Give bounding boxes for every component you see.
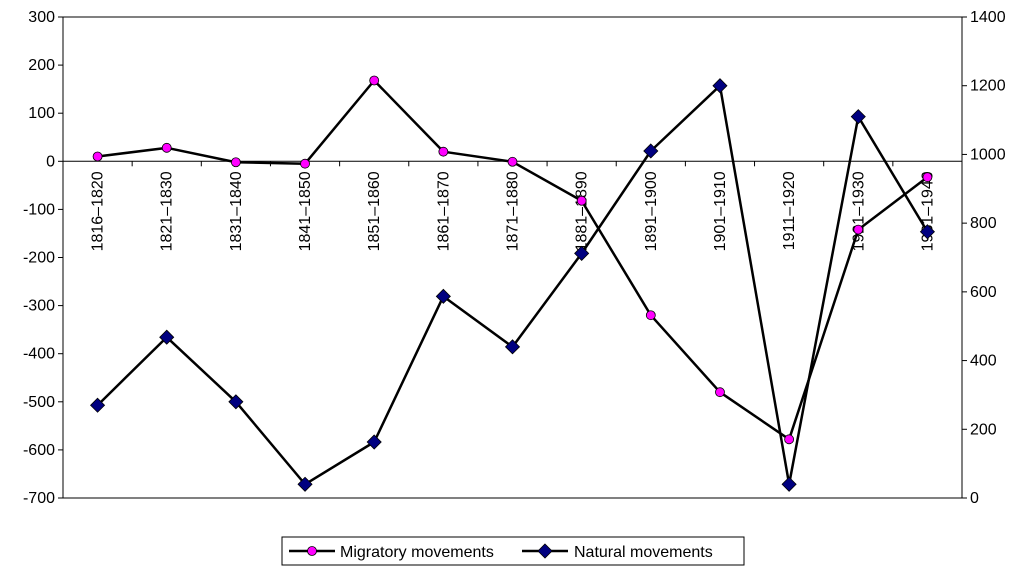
category-label: 1901–1910	[712, 171, 729, 251]
left-tick-label: 0	[46, 153, 55, 170]
legend-marker-natural	[537, 543, 553, 559]
data-point-migratory	[161, 142, 172, 153]
data-point-migratory	[300, 158, 310, 169]
data-point-natural	[643, 143, 659, 159]
legend: Migratory movements Natural movements	[281, 536, 745, 566]
right-tick-label: 600	[970, 284, 997, 301]
data-point-natural	[712, 78, 728, 94]
category-label: 1841–1850	[297, 171, 314, 251]
right-tick-label: 1000	[970, 146, 1006, 163]
category-label: 1851–1860	[366, 171, 383, 251]
data-point-natural	[90, 397, 106, 413]
data-point-migratory	[645, 310, 656, 321]
data-point-migratory	[715, 387, 725, 398]
right-axis-ticks: 1400 1200 1000 800 600 400 200 0	[962, 9, 1006, 507]
left-tick-label: -600	[23, 442, 55, 459]
category-label: 1861–1870	[435, 171, 452, 251]
category-label: 1831–1840	[228, 171, 245, 251]
category-labels: 1816–1820 1821–1830 1831–1840 1841–1850 1851…	[90, 171, 937, 251]
left-tick-label: -300	[23, 298, 55, 315]
data-point-natural	[159, 329, 175, 345]
left-tick-label: 300	[28, 9, 55, 26]
data-point-natural	[297, 476, 313, 492]
category-label: 1931–1940	[919, 171, 936, 251]
plot-area	[63, 17, 962, 498]
left-tick-label: -500	[23, 394, 55, 411]
data-point-natural	[574, 245, 590, 261]
data-point-migratory	[576, 195, 587, 206]
legend-marker-migratory	[307, 546, 317, 556]
data-point-natural	[435, 288, 451, 304]
data-point-migratory	[230, 157, 241, 168]
right-tick-label: 1400	[970, 9, 1006, 26]
right-tick-label: 800	[970, 215, 997, 232]
data-point-natural	[919, 224, 935, 240]
legend-label-migratory: Migratory movements	[340, 544, 494, 561]
left-tick-label: 200	[28, 57, 55, 74]
legend-box	[281, 536, 745, 566]
right-tick-label: 1200	[970, 78, 1006, 95]
right-tick-label: 200	[970, 421, 997, 438]
data-point-migratory	[92, 151, 103, 162]
legend-label-natural: Natural movements	[574, 544, 713, 561]
data-point-migratory	[507, 156, 518, 167]
left-axis-ticks: 300 200 100 0 -100 -200 -300 -400 -500 -600 -700	[23, 9, 63, 507]
right-tick-label: 0	[970, 490, 979, 507]
left-tick-label: -200	[23, 250, 55, 267]
data-point-natural	[781, 476, 797, 492]
left-tick-label: -100	[23, 201, 55, 218]
category-label: 1871–1880	[505, 171, 522, 251]
data-point-migratory	[922, 172, 933, 183]
data-point-natural	[228, 394, 244, 410]
data-point-migratory	[438, 146, 449, 157]
left-tick-label: -700	[23, 490, 55, 507]
data-point-migratory	[784, 434, 795, 445]
data-point-natural	[850, 109, 866, 125]
category-label: 1816–1820	[90, 171, 107, 251]
data-point-migratory	[853, 224, 864, 235]
category-label: 1921–1930	[850, 171, 867, 251]
right-tick-label: 400	[970, 353, 997, 370]
category-label: 1911–1920	[781, 171, 798, 250]
category-label: 1821–1830	[159, 171, 176, 251]
category-label: 1891–1900	[643, 171, 660, 251]
left-tick-label: 100	[28, 105, 55, 122]
data-point-natural	[504, 339, 521, 355]
data-point-migratory	[369, 75, 380, 86]
left-tick-label: -400	[23, 346, 55, 363]
data-point-natural	[366, 434, 382, 450]
series-markers	[90, 75, 935, 492]
category-label: 1881–1890	[574, 171, 591, 251]
